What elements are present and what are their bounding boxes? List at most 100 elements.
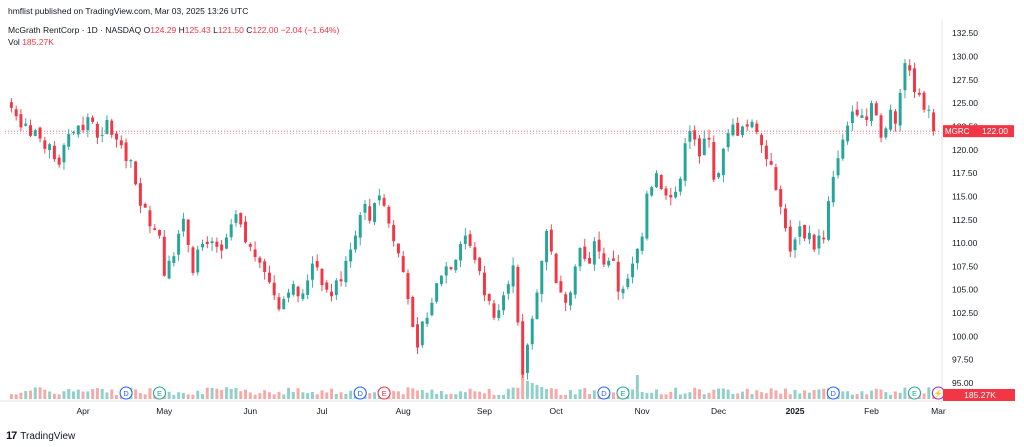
candle-body	[315, 261, 319, 268]
volume-bar	[81, 391, 85, 399]
volume-bar	[893, 391, 897, 399]
candle-body	[387, 206, 391, 224]
close-label: C	[246, 25, 253, 35]
volume-bar	[726, 389, 730, 399]
candle-body	[67, 133, 71, 147]
candle-body	[932, 112, 936, 132]
y-tick-label: 95.00	[952, 378, 974, 388]
y-tick-label: 100.00	[952, 331, 978, 341]
candle-body	[119, 140, 123, 146]
candle-body	[186, 219, 190, 245]
volume-bar	[568, 390, 572, 399]
candle-body	[177, 233, 181, 255]
candle-body	[24, 123, 28, 126]
x-tick-label: Sep	[477, 406, 492, 416]
candle-body	[874, 103, 878, 116]
footer-brand: TradingView	[20, 430, 76, 442]
volume-bar	[506, 388, 510, 399]
volume-bar	[860, 391, 864, 399]
candle-body	[62, 145, 66, 163]
volume-bar	[721, 388, 725, 399]
earnings-event-icon	[616, 386, 630, 400]
volume-bar	[115, 394, 118, 399]
volume-bar	[788, 394, 792, 399]
volume-bar	[884, 392, 888, 399]
candle-body	[330, 291, 334, 297]
volume-bar	[879, 389, 883, 399]
candle-body	[272, 282, 276, 296]
event-label: E	[382, 389, 387, 398]
volume-bar	[100, 389, 104, 399]
volume-bar	[368, 393, 372, 399]
volume-bar	[817, 389, 821, 399]
candle-body	[253, 249, 257, 258]
candle-body	[779, 189, 783, 207]
volume-bar	[683, 393, 687, 399]
volume-bar	[435, 394, 439, 399]
candle-body	[535, 292, 539, 319]
candle-body	[473, 247, 477, 260]
volume-bar	[210, 387, 214, 399]
candle-body	[697, 138, 701, 157]
candle-body	[320, 268, 324, 286]
x-tick-label: Jun	[243, 406, 257, 416]
candle-body	[736, 122, 740, 136]
candle-body	[588, 258, 592, 264]
volume-bar	[325, 392, 329, 399]
candle-body	[263, 261, 267, 272]
candle-body	[325, 282, 329, 290]
candle-body	[459, 244, 463, 261]
volume-label: Vol	[8, 37, 20, 47]
volume-bar	[463, 392, 467, 399]
volume-bar	[645, 393, 649, 399]
x-tick-label: Mar	[931, 406, 946, 416]
candle-body	[602, 253, 606, 265]
volume-bar	[573, 394, 577, 399]
open-value: 124.29	[150, 25, 177, 35]
volume-bar	[497, 394, 501, 399]
event-label: D	[123, 389, 129, 398]
volume-bar	[416, 390, 420, 399]
candle-body	[129, 160, 133, 162]
volume-bar	[224, 387, 228, 399]
candle-body	[411, 296, 415, 328]
candle-body	[229, 224, 233, 238]
volume-bar	[29, 390, 32, 399]
volume-bar	[654, 389, 658, 399]
volume-bar	[277, 391, 281, 399]
candle-body	[396, 243, 400, 254]
candle-body	[339, 279, 343, 282]
candle-body	[592, 241, 596, 265]
candle-body	[884, 128, 888, 138]
candle-body	[48, 144, 52, 151]
candle-body	[38, 127, 42, 139]
volume-bar	[430, 389, 434, 399]
candle-body	[301, 293, 305, 299]
y-tick-label: 132.50	[952, 28, 978, 38]
volume-bar	[143, 394, 147, 399]
volume-bar	[48, 391, 52, 399]
candle-body	[29, 125, 32, 136]
candle-body	[678, 178, 682, 192]
volume-bar	[554, 389, 558, 399]
high-label: H	[178, 25, 185, 35]
volume-bar	[334, 393, 338, 399]
symbol-tag	[943, 125, 978, 138]
y-tick-label: 115.00	[952, 191, 978, 201]
volume-bar	[611, 392, 615, 399]
candle-body	[807, 232, 811, 240]
candle-body	[626, 278, 630, 288]
candle-body	[382, 198, 386, 206]
volume-bar	[545, 389, 549, 399]
volume-bar	[482, 393, 486, 399]
candle-body	[143, 203, 147, 208]
volume-bar	[229, 388, 233, 399]
y-tick-label: 117.50	[952, 168, 978, 178]
y-tick-label: 110.00	[952, 238, 978, 248]
candle-body	[621, 288, 625, 294]
x-tick-label: Dec	[711, 406, 727, 416]
y-tick-label: 120.00	[952, 145, 978, 155]
volume-bar	[248, 392, 252, 399]
candle-body	[654, 173, 658, 188]
